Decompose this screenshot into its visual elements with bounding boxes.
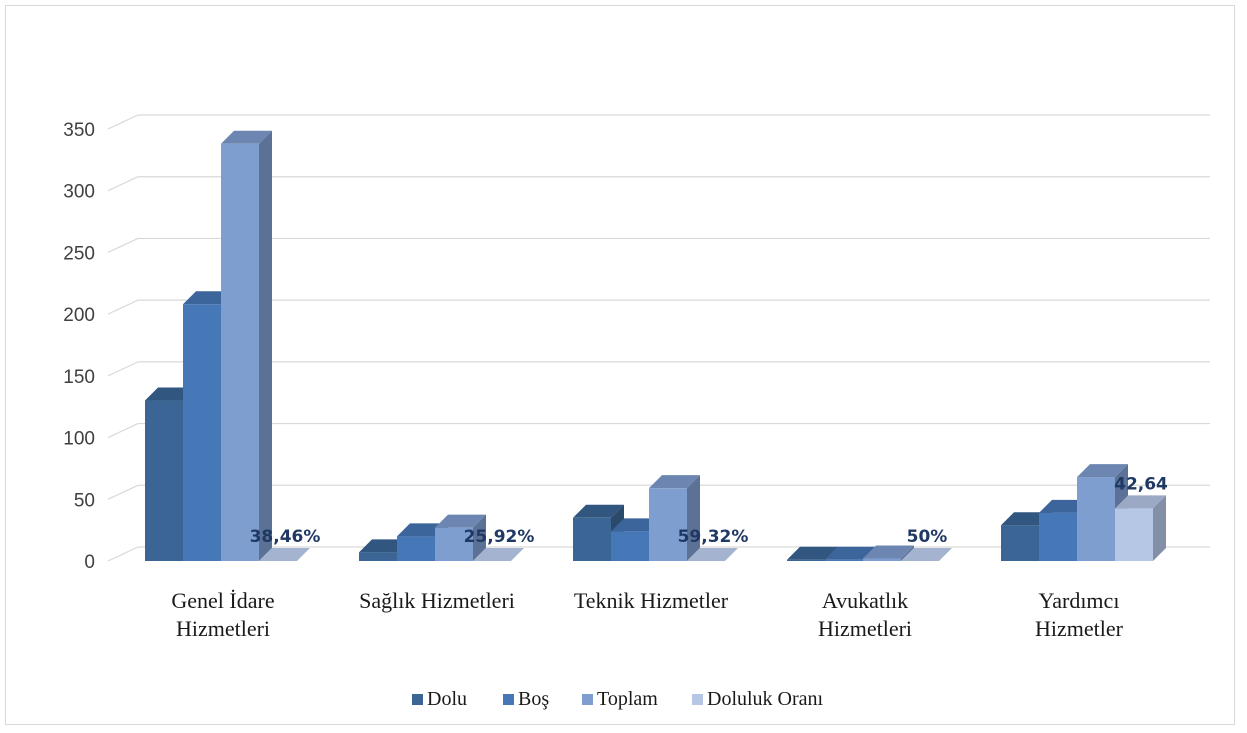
bar-top xyxy=(573,504,624,518)
legend-label: Doluluk Oranı xyxy=(707,688,824,710)
category-label-line: Genel İdare xyxy=(171,588,274,613)
y-tick-label: 0 xyxy=(84,552,95,573)
bar xyxy=(435,514,486,561)
bar-side xyxy=(259,130,272,561)
bar-top xyxy=(687,548,738,561)
gridline-diagonal xyxy=(107,423,139,439)
bar-top xyxy=(863,545,914,559)
bars xyxy=(145,130,1166,561)
bar-front xyxy=(435,527,473,561)
legend-swatch xyxy=(503,694,514,705)
category-label: Sağlık Hizmetleri xyxy=(359,588,515,613)
bar-front xyxy=(649,488,687,561)
y-tick-label: 250 xyxy=(63,243,95,264)
data-labels: 38,46% 25,92% 59,32% 50% 42,64 xyxy=(250,474,1168,547)
bar-top xyxy=(473,548,524,561)
gridline-diagonal xyxy=(107,361,139,377)
bar-top xyxy=(1115,495,1166,509)
bar-front xyxy=(359,552,397,561)
data-label: 50% xyxy=(907,527,948,547)
bar-front xyxy=(1039,512,1077,561)
bar-front xyxy=(1001,525,1039,561)
bar-front xyxy=(825,559,863,561)
bar xyxy=(863,545,914,561)
y-tick-label: 350 xyxy=(63,120,95,141)
x-axis-categories: Genel İdare Hizmetleri Sağlık Hizmetleri Te… xyxy=(171,588,1123,641)
bar-front xyxy=(787,559,825,561)
category-label: Yardımcı Hizmetler xyxy=(1035,588,1124,641)
bar-side xyxy=(687,475,700,561)
bar-front xyxy=(611,531,649,561)
category-label: Genel İdare Hizmetleri xyxy=(171,588,274,641)
legend-label: Toplam xyxy=(597,688,658,710)
data-label: 59,32% xyxy=(678,527,749,547)
bar-front xyxy=(145,400,183,561)
gridline-diagonal xyxy=(107,546,139,562)
data-label: 42,64 xyxy=(1114,474,1168,494)
category-label: Avukatlık Hizmetleri xyxy=(818,588,912,641)
bar-side xyxy=(901,545,914,561)
category-label-line: Hizmetleri xyxy=(818,616,912,641)
bar-front xyxy=(1115,508,1153,561)
category-label-line: Sağlık Hizmetleri xyxy=(359,588,515,613)
bar-top xyxy=(901,548,952,561)
bar-top xyxy=(259,548,310,561)
gridlines xyxy=(107,114,1210,562)
legend-label: Dolu xyxy=(427,688,467,710)
y-tick-label: 300 xyxy=(63,182,95,203)
y-tick-label: 150 xyxy=(63,367,95,388)
y-axis-ticks: 0 50 100 150 200 250 300 350 xyxy=(63,120,95,573)
bar-front xyxy=(1077,477,1115,561)
bar xyxy=(473,548,524,561)
bar-top xyxy=(787,546,838,560)
bar-top xyxy=(221,130,272,144)
y-tick-label: 50 xyxy=(74,490,95,511)
bar-side xyxy=(1153,495,1166,561)
bar-top xyxy=(825,546,876,560)
bar xyxy=(221,130,272,561)
y-tick-label: 100 xyxy=(63,429,95,450)
category-label-line: Yardımcı xyxy=(1039,588,1120,613)
data-label: 25,92% xyxy=(464,527,535,547)
legend: Dolu Boş Toplam Doluluk Oranı xyxy=(412,688,824,710)
bar xyxy=(649,475,700,561)
legend-swatch xyxy=(692,694,703,705)
gridline-diagonal xyxy=(107,176,139,192)
bar-front xyxy=(221,143,259,561)
bar-top xyxy=(1077,464,1128,478)
category-label-line: Hizmetleri xyxy=(176,616,270,641)
bar xyxy=(901,548,952,561)
bar-top xyxy=(435,514,486,528)
category-label: Teknik Hizmetler xyxy=(574,588,729,613)
gridline-diagonal xyxy=(107,114,139,130)
gridline-diagonal xyxy=(107,484,139,500)
category-label-line: Avukatlık xyxy=(822,588,908,613)
bar-top xyxy=(649,475,700,489)
bar-front xyxy=(573,517,611,561)
gridline-diagonal xyxy=(107,299,139,315)
bar-front xyxy=(863,558,901,561)
y-tick-label: 200 xyxy=(63,305,95,326)
bar-side xyxy=(473,514,486,561)
bar-front xyxy=(397,536,435,561)
data-label: 38,46% xyxy=(250,527,321,547)
bar-front xyxy=(183,304,221,561)
bar xyxy=(1115,495,1166,561)
legend-swatch xyxy=(412,694,423,705)
category-label-line: Hizmetler xyxy=(1035,616,1124,641)
legend-label: Boş xyxy=(518,688,549,710)
legend-swatch xyxy=(582,694,593,705)
category-label-line: Teknik Hizmetler xyxy=(574,588,729,613)
bar xyxy=(573,504,624,561)
bar xyxy=(687,548,738,561)
bar xyxy=(259,548,310,561)
gridline-diagonal xyxy=(107,237,139,253)
